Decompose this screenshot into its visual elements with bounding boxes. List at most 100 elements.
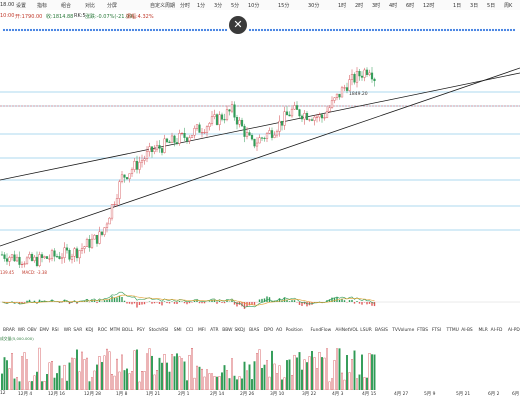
toolbar-item[interactable]: 指标 [37, 3, 48, 9]
volume-bar [65, 380, 68, 390]
candle-body [28, 254, 31, 259]
volume-bar [53, 377, 56, 390]
period-tab[interactable]: 6时 [406, 3, 415, 9]
candle-body [268, 130, 271, 134]
indicator-tab[interactable]: FundFlow [310, 328, 332, 333]
candle-body [330, 100, 334, 108]
indicator-tab[interactable]: CCI [185, 328, 194, 333]
indicator-tab[interactable]: BRAR [3, 328, 15, 333]
marker-dot [422, 28, 426, 32]
indicator-tab[interactable]: WR [63, 328, 72, 333]
marker-dot [89, 28, 93, 32]
toolbar-item[interactable]: 对比 [85, 3, 96, 9]
candle-body [105, 223, 109, 228]
toolbar-item[interactable]: 分屏 [107, 3, 118, 9]
period-tab[interactable]: 周K [504, 3, 513, 9]
candlestick-chart[interactable]: 1849.20 [0, 34, 520, 268]
indicator-tab[interactable]: OBV [27, 328, 37, 333]
indicator-tab[interactable]: DPO [263, 328, 274, 333]
indicator-tab[interactable]: WR [17, 328, 26, 333]
volume-bar [155, 370, 158, 390]
indicator-tab[interactable]: MLR [478, 328, 488, 333]
close-button[interactable]: ✕ [229, 16, 247, 34]
macd-chart[interactable] [0, 272, 520, 326]
marker-dot [71, 28, 75, 32]
indicator-tab[interactable]: ATR [210, 328, 219, 333]
period-tab[interactable]: 3日 [470, 3, 479, 9]
macd-histogram-bar [333, 297, 336, 302]
period-tab[interactable]: 自定义周期 [150, 3, 176, 9]
indicator-tab[interactable]: BIAS [249, 328, 260, 333]
volume-bar [328, 381, 331, 390]
candle-body [345, 87, 349, 91]
marker-dot [365, 28, 369, 32]
indicator-tab[interactable]: MFI [198, 328, 206, 333]
candle-body [143, 158, 146, 161]
marker-dot [395, 28, 399, 32]
top-toolbar: 18.00 设置 指标 组合 对比 分屏 自定义周期 分时 1分 3分 5分 10分 15分 30分 1时 2… [0, 0, 520, 10]
indicator-tab[interactable]: AI-BS [461, 328, 473, 333]
indicator-tab[interactable]: PSY [136, 328, 145, 333]
candle-body [108, 217, 111, 225]
period-tab[interactable]: 3时 [372, 3, 381, 9]
period-tab[interactable]: 10分 [248, 3, 260, 9]
indicator-tab[interactable]: TTMU [446, 328, 459, 333]
indicator-tab[interactable]: TVVolume [392, 328, 415, 333]
candle-body [245, 132, 249, 137]
period-tab[interactable]: 5日 [487, 3, 496, 9]
period-tab[interactable]: 15分 [278, 3, 290, 9]
marker-dot [215, 28, 219, 32]
marker-dot [398, 28, 402, 32]
macd-histogram-bar [371, 302, 373, 306]
marker-dot [59, 28, 63, 32]
indicator-tab[interactable]: BBW [222, 328, 233, 333]
period-tab[interactable]: 分时 [180, 3, 191, 9]
indicator-tab[interactable]: KDJ [85, 328, 94, 333]
candle-body [170, 135, 174, 144]
period-tab[interactable]: 30分 [308, 3, 320, 9]
marker-dot [383, 28, 387, 32]
volume-bar [326, 348, 329, 390]
stat-value: 涨跌:-0.07%(-21.09) [85, 14, 135, 20]
period-tab[interactable]: 12时 [423, 3, 435, 9]
period-tab[interactable]: 5分 [231, 3, 240, 9]
indicator-tab[interactable]: AI-FD [490, 328, 503, 333]
indicator-tab[interactable]: EMV [39, 328, 50, 333]
toolbar-item[interactable]: 设置 [16, 3, 27, 9]
volume-bar [245, 370, 248, 390]
indicator-tab[interactable]: StochRSI [148, 328, 169, 333]
indicator-tab[interactable]: SKDJ [234, 328, 245, 333]
indicator-tab[interactable]: AI-PD [507, 328, 520, 333]
period-tab[interactable]: 3分 [214, 3, 223, 9]
toolbar-item[interactable]: 组合 [61, 3, 72, 9]
period-tab[interactable]: 1时 [338, 3, 347, 9]
candle-body [225, 109, 229, 120]
volume-chart[interactable] [0, 338, 520, 390]
indicator-tab[interactable]: AHNetVOL [335, 328, 359, 333]
indicator-tab[interactable]: SMI [173, 328, 182, 333]
period-tab[interactable]: 1分 [197, 3, 206, 9]
indicator-tab[interactable]: BOLL [121, 328, 134, 333]
period-tab[interactable]: 4时 [389, 3, 398, 9]
volume-label: 成交量(5,000.000) [0, 336, 34, 341]
indicator-tab[interactable]: BASIS [375, 328, 388, 333]
toolbar-item[interactable]: 18.00 [0, 2, 15, 8]
period-tab[interactable]: 1日 [453, 3, 462, 9]
volume-bar [303, 359, 306, 390]
indicator-tab[interactable]: Position [285, 328, 303, 333]
indicator-tab[interactable]: LSUR [360, 328, 372, 333]
period-tab[interactable]: 2时 [355, 3, 364, 9]
indicator-tab[interactable]: ROC [97, 328, 108, 333]
marker-dot [281, 28, 285, 32]
indicator-tab[interactable]: FTBS [417, 328, 428, 333]
indicator-tab[interactable]: FTSI [431, 328, 442, 333]
volume-bar [123, 370, 126, 390]
macd-dif-line [1, 291, 375, 308]
volume-bar [1, 373, 4, 390]
candle-body [88, 239, 91, 248]
indicator-tab[interactable]: AO [276, 328, 283, 333]
indicator-tab[interactable]: SAR [73, 328, 83, 333]
volume-bar [3, 357, 6, 390]
indicator-tab[interactable]: RSI [51, 328, 59, 333]
indicator-tab[interactable]: MTM [109, 328, 121, 333]
